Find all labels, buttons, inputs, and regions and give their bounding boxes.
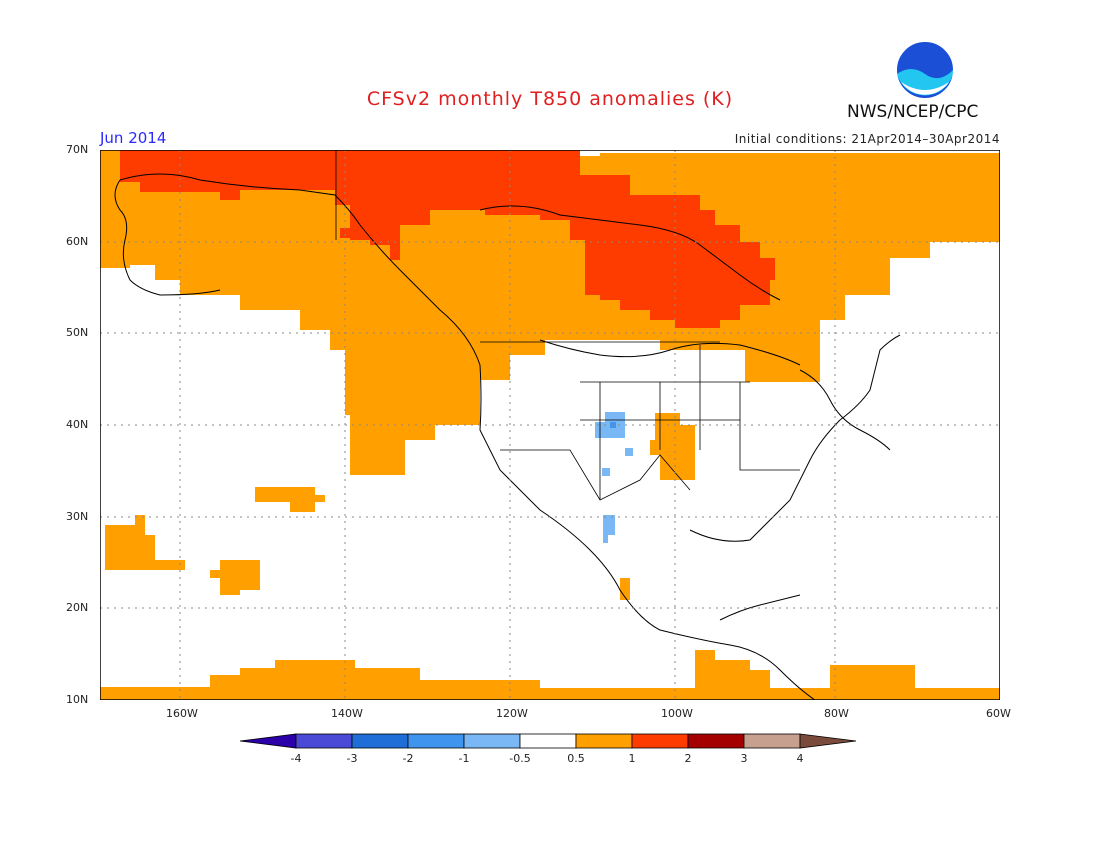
colorbar — [240, 733, 857, 749]
initial-conditions: Initial conditions: 21Apr2014–30Apr2014 — [734, 132, 1000, 146]
coastlines — [114, 173, 901, 700]
lon-label-140w: 140W — [331, 707, 363, 720]
colorbar-swatch — [351, 733, 409, 749]
colorbar-label: 1 — [628, 752, 636, 765]
colorbar-swatch — [519, 733, 577, 749]
lon-label-80w: 80W — [824, 707, 849, 720]
lat-label-50n: 50N — [66, 326, 89, 339]
colorbar-swatch — [407, 733, 465, 749]
colorbar-swatch — [631, 733, 689, 749]
colorbar-swatch — [575, 733, 633, 749]
colorbar-label: -3 — [346, 752, 358, 765]
colorbar-arrow-high — [799, 733, 857, 749]
colorbar-swatch — [463, 733, 521, 749]
colorbar-swatch — [687, 733, 745, 749]
anomaly-map — [100, 150, 1000, 700]
lon-label-100w: 100W — [661, 707, 693, 720]
colorbar-swatch — [743, 733, 801, 749]
noaa-logo-icon — [895, 40, 955, 100]
lat-label-10n: 10N — [66, 693, 89, 706]
lon-label-160w: 160W — [166, 707, 198, 720]
lat-lon-gridlines — [100, 150, 1000, 700]
lat-label-60n: 60N — [66, 235, 89, 248]
lat-label-20n: 20N — [66, 601, 89, 614]
colorbar-swatch — [295, 733, 353, 749]
anomaly-orange-areas — [100, 150, 1000, 700]
colorbar-label: 3 — [740, 752, 748, 765]
lat-label-40n: 40N — [66, 418, 89, 431]
map-title: CFSv2 monthly T850 anomalies (K) — [366, 88, 734, 110]
colorbar-label: 0.5 — [567, 752, 585, 765]
colorbar-label: -1 — [458, 752, 470, 765]
colorbar-label: -4 — [290, 752, 302, 765]
lon-label-120w: 120W — [496, 707, 528, 720]
lat-label-30n: 30N — [66, 510, 89, 523]
colorbar-arrow-low — [240, 733, 297, 749]
lat-label-70n: 70N — [66, 143, 89, 156]
colorbar-label: 4 — [796, 752, 804, 765]
forecast-month: Jun 2014 — [100, 129, 167, 147]
lon-label-60w: 60W — [986, 707, 1011, 720]
colorbar-label: -0.5 — [509, 752, 531, 765]
anomaly-red-areas — [120, 150, 775, 328]
agency-label: NWS/NCEP/CPC — [847, 102, 979, 122]
colorbar-label: 2 — [684, 752, 692, 765]
colorbar-label: -2 — [402, 752, 414, 765]
political-borders — [335, 150, 800, 501]
